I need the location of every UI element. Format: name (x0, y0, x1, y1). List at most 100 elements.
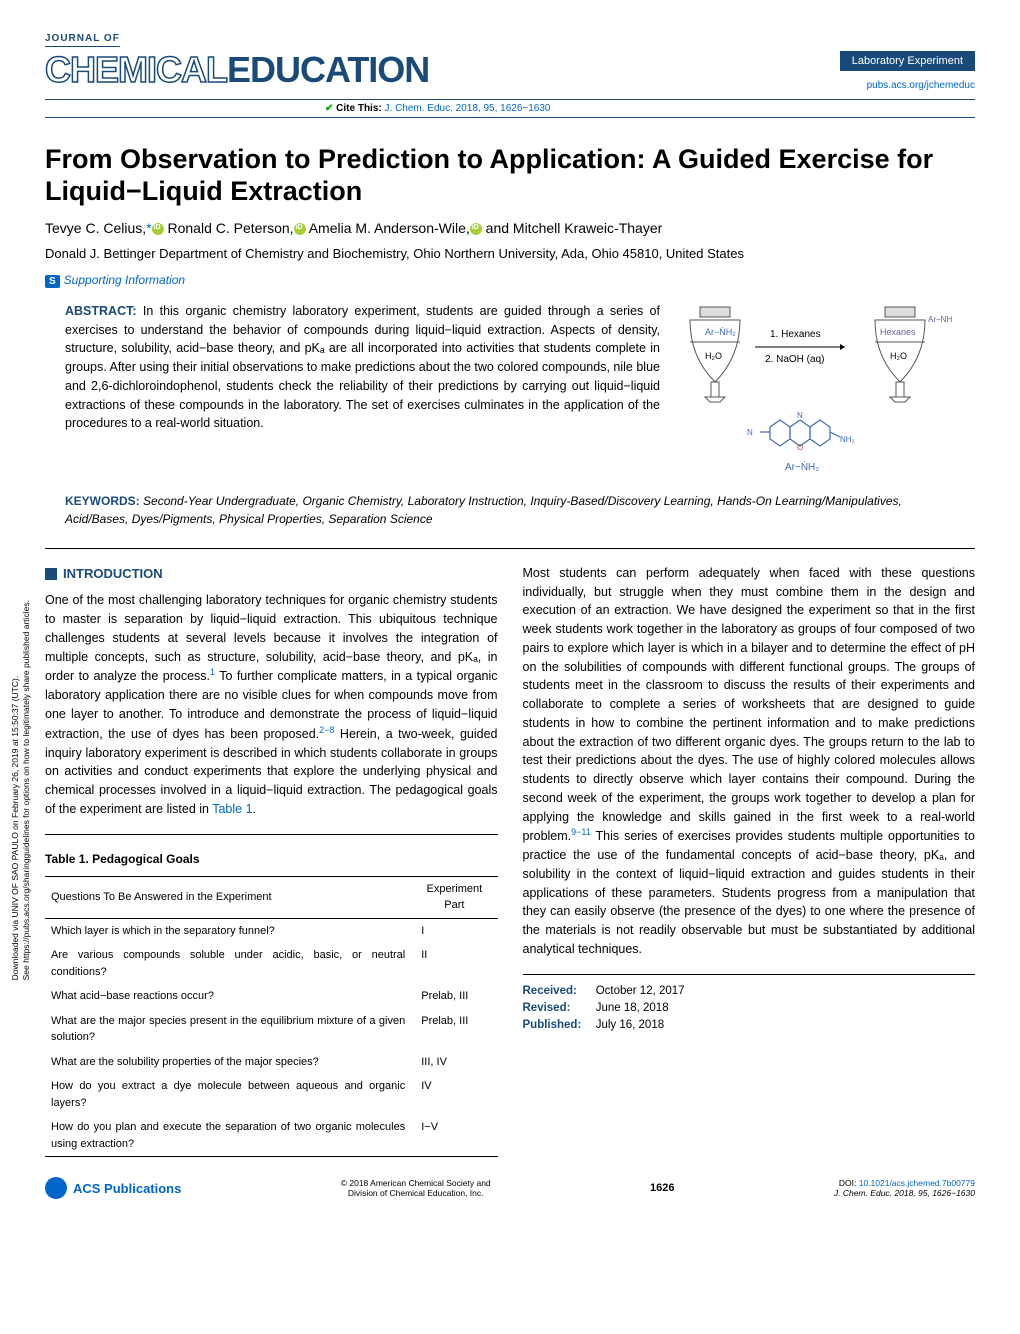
table-1-header-part: Experiment Part (411, 876, 497, 918)
supporting-info-icon[interactable]: S (45, 275, 60, 288)
col2-text-a: Most students can perform adequately whe… (523, 566, 976, 844)
right-top-label: Hexanes (880, 327, 916, 337)
abstract-body: In this organic chemistry laboratory exp… (65, 304, 660, 431)
cite-this-row: ✔ Cite This: J. Chem. Educ. 2018, 95, 16… (45, 99, 975, 118)
table-row: How do you extract a dye molecule betwee… (45, 1074, 498, 1115)
sidebar-line2: See https://pubs.acs.org/sharingguidelin… (21, 600, 31, 980)
right-bot-label: H₂O (890, 351, 907, 361)
check-icon: ✔ (325, 103, 333, 114)
authors-line: Tevye C. Celius,* Ronald C. Peterson, Am… (45, 220, 975, 236)
table-cell-part: II (411, 943, 497, 984)
abstract-text: ABSTRACT: In this organic chemistry labo… (65, 302, 660, 477)
keywords-label: KEYWORDS: (65, 494, 140, 508)
col2-text-b: This series of exercises provides studen… (523, 829, 976, 956)
intro-text-d: . (253, 802, 256, 816)
table-cell-part: I (411, 918, 497, 943)
introduction-header: INTRODUCTION (45, 564, 498, 584)
author-4: and Mitchell Kraweic-Thayer (486, 220, 663, 236)
table-cell-part: Prelab, III (411, 1009, 497, 1050)
acs-publications-block: ACS Publications (45, 1177, 181, 1199)
orcid-icon[interactable] (152, 223, 164, 235)
supporting-info-row: S Supporting Information (45, 273, 975, 287)
doi-label: DOI: (839, 1178, 856, 1188)
mol-ar-label: Ar−ṄH₂ (785, 460, 819, 473)
step-2-label: 2. NaOH (aq) (765, 354, 824, 365)
table-row: What acid−base reactions occur?Prelab, I… (45, 984, 498, 1009)
table-1-header-questions: Questions To Be Answered in the Experime… (45, 876, 411, 918)
table-cell-question: How do you plan and execute the separati… (45, 1115, 411, 1157)
chemical-wordmark: CHEMICAL (45, 49, 227, 91)
education-wordmark: EDUCATION (227, 49, 429, 91)
journal-of-label: JOURNAL OF (45, 33, 120, 47)
col2-paragraph: Most students can perform adequately whe… (523, 564, 976, 959)
table-cell-question: How do you extract a dye molecule betwee… (45, 1074, 411, 1115)
abstract-block: ABSTRACT: In this organic chemistry labo… (45, 302, 975, 477)
intro-paragraph: One of the most challenging laboratory t… (45, 591, 498, 818)
table-cell-part: Prelab, III (411, 984, 497, 1009)
table-row: Which layer is which in the separatory f… (45, 918, 498, 943)
ref-9-11-link[interactable]: 9−11 (571, 827, 591, 837)
journal-logo-block: JOURNAL OF CHEMICALEDUCATION (45, 30, 429, 91)
table-row: What are the solubility properties of th… (45, 1050, 498, 1075)
orcid-icon[interactable] (294, 223, 306, 235)
orcid-icon[interactable] (470, 223, 482, 235)
introduction-title: INTRODUCTION (63, 564, 163, 584)
acs-publications-text: ACS Publications (73, 1181, 181, 1196)
dates-block: Received: October 12, 2017 Revised: June… (523, 974, 976, 1035)
footer-citation: J. Chem. Educ. 2018, 95, 1626−1630 (834, 1188, 975, 1198)
sidebar-line1: Downloaded via UNIV OF SAO PAULO on Febr… (10, 676, 20, 981)
table-cell-part: IV (411, 1074, 497, 1115)
table-cell-part: I−V (411, 1115, 497, 1157)
table-row: What are the major species present in th… (45, 1009, 498, 1050)
section-marker-icon (45, 568, 57, 580)
table-row: Are various compounds soluble under acid… (45, 943, 498, 984)
page-number: 1626 (650, 1182, 674, 1194)
received-label: Received: (523, 983, 593, 1000)
pubs-link[interactable]: pubs.acs.org/jchemeduc (867, 80, 975, 91)
left-top-label: Ar−ṄH₂ (705, 327, 736, 337)
mol-nh2: NH₂ (840, 435, 855, 444)
keywords-text: Second-Year Undergraduate, Organic Chemi… (65, 494, 902, 526)
author-1: Tevye C. Celius, (45, 220, 146, 236)
table-top-rule (45, 834, 498, 835)
supporting-info-link[interactable]: Supporting Information (64, 273, 185, 287)
cite-reference-link[interactable]: J. Chem. Educ. 2018, 95, 1626−1630 (385, 103, 551, 114)
author-2: Ronald C. Peterson, (168, 220, 294, 236)
affiliation: Donald J. Bettinger Department of Chemis… (45, 246, 975, 261)
abstract-diagram: Ar−ṄH₂ H₂O 1. Hexanes 2. NaOH (aq) Ar−NH… (675, 302, 955, 477)
left-bot-label: H₂O (705, 351, 722, 361)
two-column-body: INTRODUCTION One of the most challenging… (45, 564, 975, 1157)
left-column: INTRODUCTION One of the most challenging… (45, 564, 498, 1157)
table-cell-question: Are various compounds soluble under acid… (45, 943, 411, 984)
article-title: From Observation to Prediction to Applic… (45, 143, 975, 208)
table-1-title: Table 1. Pedagogical Goals (45, 850, 498, 868)
ref-2-8-link[interactable]: 2−8 (319, 725, 334, 735)
published-label: Published: (523, 1017, 593, 1034)
doi-block: DOI: 10.1021/acs.jchemed.7b00779 J. Chem… (834, 1178, 975, 1198)
download-sidebar: Downloaded via UNIV OF SAO PAULO on Febr… (10, 600, 32, 980)
mol-n-top: N (797, 411, 803, 420)
doi-link[interactable]: 10.1021/acs.jchemed.7b00779 (859, 1178, 975, 1188)
table-row: How do you plan and execute the separati… (45, 1115, 498, 1157)
mol-o: O (797, 443, 803, 452)
table-cell-question: What are the solubility properties of th… (45, 1050, 411, 1075)
keywords-block: KEYWORDS: Second-Year Undergraduate, Org… (65, 492, 955, 528)
abstract-label: ABSTRACT: (65, 304, 137, 318)
published-date: July 16, 2018 (596, 1019, 664, 1031)
table-1-link[interactable]: Table 1 (212, 802, 252, 816)
step-1-label: 1. Hexanes (770, 329, 821, 340)
table-1: Questions To Be Answered in the Experime… (45, 876, 498, 1158)
masthead: JOURNAL OF CHEMICALEDUCATION Laboratory … (45, 30, 975, 91)
received-date: October 12, 2017 (596, 985, 685, 997)
revised-label: Revised: (523, 1000, 593, 1017)
corresponding-asterisk[interactable]: * (146, 220, 151, 236)
laboratory-experiment-badge: Laboratory Experiment (840, 51, 975, 71)
table-cell-question: Which layer is which in the separatory f… (45, 918, 411, 943)
copyright-text: © 2018 American Chemical Society and Div… (341, 1178, 491, 1198)
right-ar-label: Ar−NH (928, 315, 952, 324)
table-cell-question: What are the major species present in th… (45, 1009, 411, 1050)
right-column: Most students can perform adequately whe… (523, 564, 976, 1157)
cite-this-label: Cite This: (336, 103, 382, 114)
section-divider (45, 548, 975, 549)
mol-n-left: N (747, 428, 753, 437)
